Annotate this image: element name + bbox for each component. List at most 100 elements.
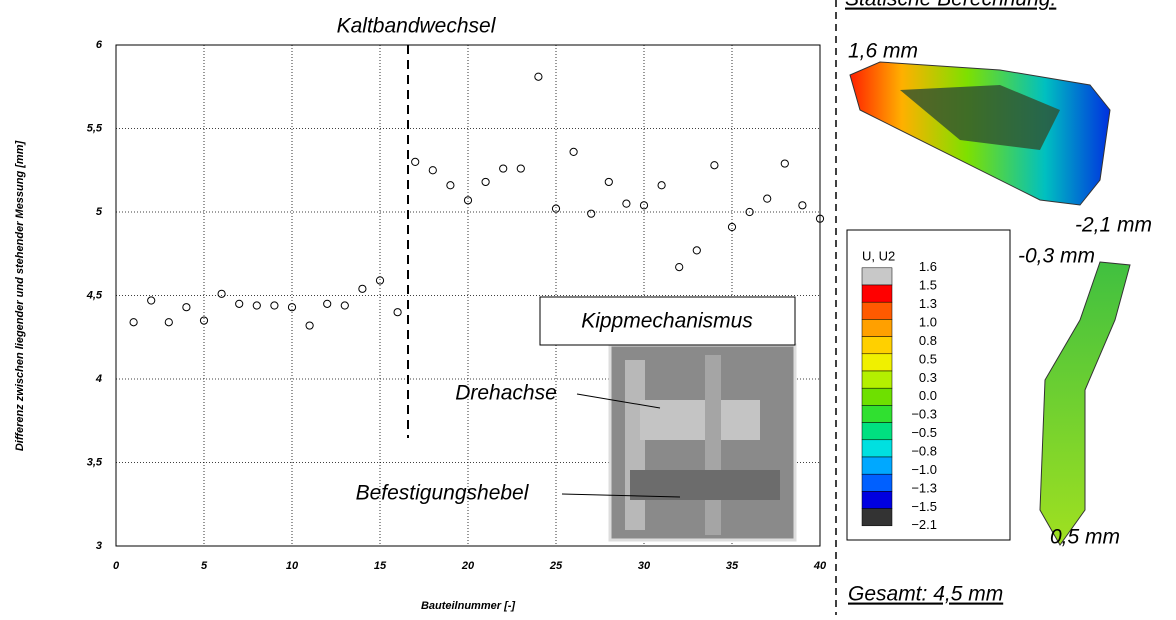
data-point [182,303,191,312]
inset-title-box [539,296,796,346]
legend-swatch [861,456,893,475]
data-point [340,301,349,310]
pointer [561,493,681,498]
data-point [375,276,385,285]
x-tick-label: 20 [461,560,475,572]
data-point [147,296,156,305]
data-point [287,303,297,312]
data-point [393,308,402,317]
x-axis-label: Bauteilnummer [-] [421,600,515,612]
y-tick-label: 4 [95,373,102,385]
fe-window [900,85,1060,150]
y-tick-label: 3 [96,540,102,552]
x-tick-label: 30 [638,560,651,572]
x-tick-label: 15 [374,560,387,572]
data-point [199,316,209,325]
legend-label: 1.3 [919,296,937,311]
x-tick-label: 40 [813,560,827,572]
data-point [446,181,455,190]
legend-swatch [861,284,893,303]
axis-label: Drehachse [455,382,557,405]
inset: Kippmechanismus Drehachse Befestigungshe… [356,296,797,542]
data-point [270,301,279,310]
data-point [129,318,138,327]
data-point [798,201,807,210]
y-tick-label: 3,5 [87,456,103,468]
photo-part [630,470,780,500]
data-point [516,164,525,173]
data-point [569,147,578,156]
data-point [551,204,561,213]
legend-label: 0.3 [919,370,937,385]
legend-swatch [861,405,893,423]
fe-side-bottom: 0,5 mm [1050,526,1120,549]
data-point [164,318,173,327]
data-point [305,321,314,330]
fe-side-top: -0,3 mm [1018,245,1095,268]
event-label: Kaltbandwechsel [337,15,497,38]
legend-swatch [861,336,893,355]
legend-label: 1.5 [919,278,937,293]
data-point [323,299,332,308]
legend-label: −0.8 [911,444,937,459]
legend-swatch [861,422,893,441]
legend-swatch [861,387,893,406]
inset-title: Kippmechanismus [581,310,753,333]
data-point [692,246,701,255]
data-point [763,194,772,203]
data-point [428,166,437,175]
data-point [675,263,684,272]
fe-side-part [1039,261,1131,546]
y-tick-label: 4,5 [86,289,103,301]
data-point [815,214,825,223]
y-tick-label: 5 [96,206,103,218]
data-point [639,201,649,210]
data-point [235,299,244,308]
fe-title: Statische Berechnung: [845,0,1056,11]
legend-label: 1.6 [919,259,937,274]
data-point [499,164,508,173]
legend-swatch [861,267,893,286]
data-point [727,222,737,232]
legend-label: 1.0 [919,315,937,330]
legend-swatch [861,508,893,527]
legend-swatch [861,319,893,337]
y-tick-label: 5,5 [87,122,103,134]
data-point [604,177,613,187]
data-point [358,284,367,293]
lever-label: Befestigungshebel [356,482,530,505]
data-point [411,157,420,166]
x-tick-label: 0 [113,560,120,572]
data-point [252,301,261,310]
x-tick-label: 5 [201,560,208,572]
data-point [463,196,473,205]
legend-swatch [861,353,893,372]
photo-part [705,355,721,535]
fe-top-min: -2,1 mm [1075,214,1152,237]
legend-swatch [861,491,893,509]
photo-part [640,400,760,440]
fe-total: Gesamt: 4,5 mm [848,583,1003,606]
x-tick-label: 10 [286,560,299,572]
data-point [587,209,596,218]
fe-top-max: 1,6 mm [848,40,918,63]
data-point [657,181,666,190]
legend-label: −1.0 [911,462,937,477]
legend-swatch [861,370,893,389]
legend-label: −0.5 [911,425,937,440]
data-point [710,161,719,170]
legend: 1.6 1.5 1.3 1.0 0.8 0.5 0.3 0.0 −0.3 −0.5 −0.8 −1.0… [861,259,937,532]
legend-label: 0.0 [919,388,937,403]
data-point [745,207,754,217]
pointer [576,393,661,409]
data-point [217,289,226,298]
y-axis-label: Differenz zwischen liegender und stehend… [14,141,26,452]
data-point [622,199,631,208]
legend-swatch [861,473,893,492]
data-point [780,159,789,168]
data-point [481,177,490,187]
legend-title: U, U2 [862,248,895,263]
legend-swatch [861,439,893,458]
legend-label: 0.8 [919,333,937,348]
